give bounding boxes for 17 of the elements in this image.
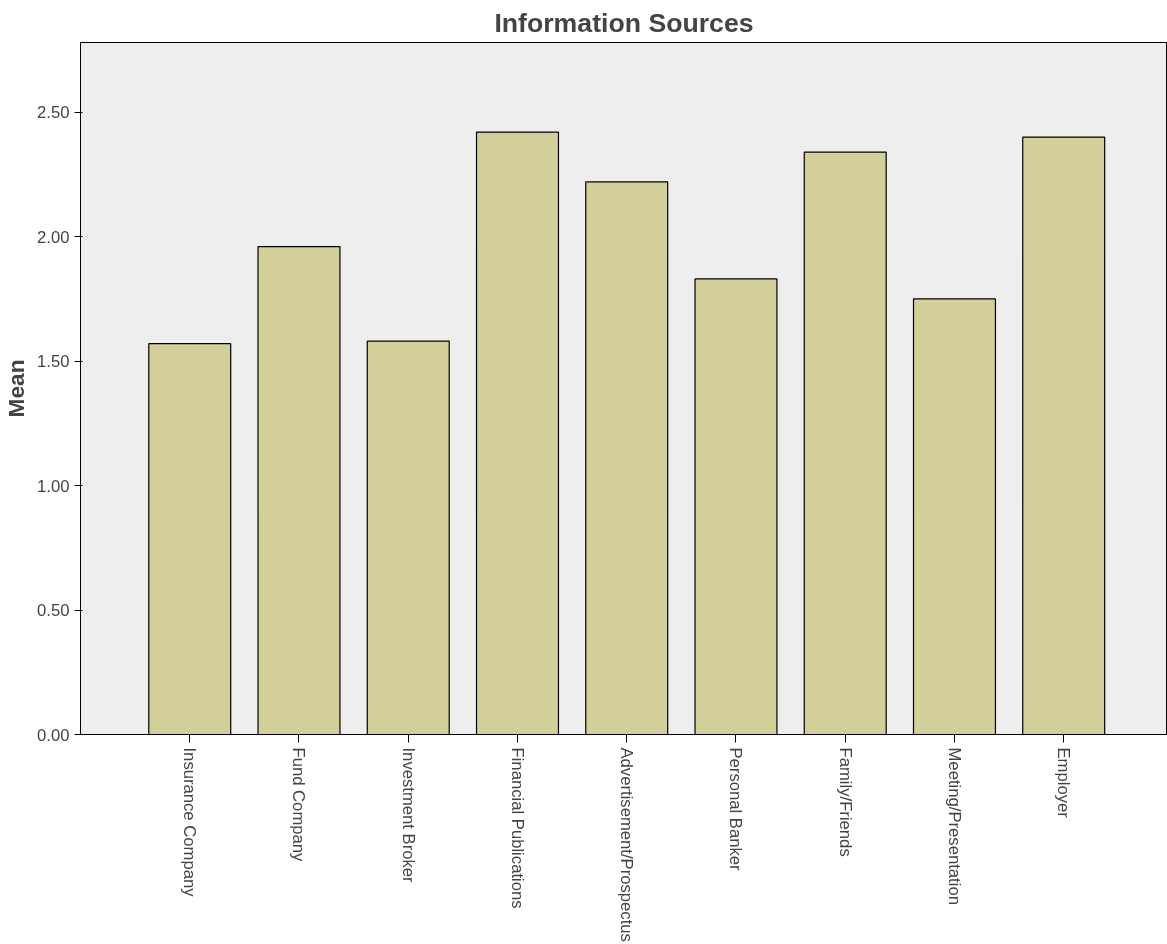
y-tick-label: 2.50 bbox=[37, 103, 70, 123]
x-tick-label: Family/Friends bbox=[835, 747, 855, 857]
y-tick-label: 0.00 bbox=[37, 725, 70, 745]
x-tick-label: Financial Publications bbox=[507, 747, 527, 909]
y-tick-label: 2.00 bbox=[37, 227, 70, 247]
x-tick-label: Fund Company bbox=[289, 747, 309, 863]
x-tick-label: Investment Broker bbox=[398, 747, 418, 884]
y-tick-label: 1.50 bbox=[37, 352, 70, 372]
x-tick-label: Advertisement/Prospectus bbox=[617, 747, 637, 942]
y-tick-label: 0.50 bbox=[37, 601, 70, 621]
x-tick-label: Personal Banker bbox=[726, 747, 746, 872]
x-tick-label: Meeting/Presentation bbox=[944, 747, 964, 905]
y-axis-title: Mean bbox=[3, 359, 30, 418]
x-tick-label: Employer bbox=[1054, 747, 1074, 819]
x-tick-label: Insurance Company bbox=[180, 747, 200, 898]
chart-title: Information Sources bbox=[494, 7, 754, 38]
y-tick-label: 1.00 bbox=[37, 476, 70, 496]
